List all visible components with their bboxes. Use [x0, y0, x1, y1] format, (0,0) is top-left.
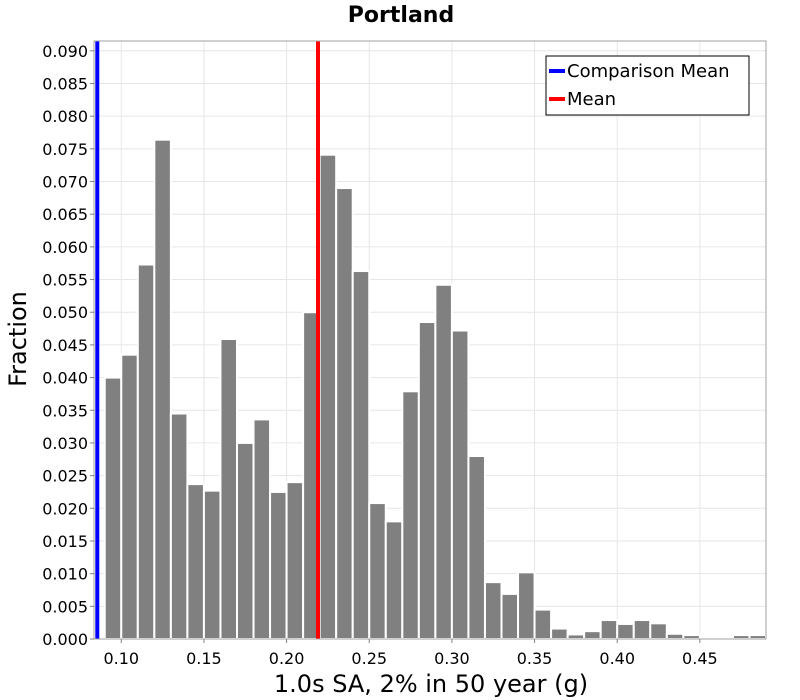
mean-lines [95, 41, 320, 639]
y-tick-label: 0.055 [42, 271, 88, 290]
y-tick-label: 0.010 [42, 565, 88, 584]
histogram-bar [335, 187, 354, 640]
histogram-bar [417, 321, 437, 640]
histogram-bar [136, 263, 156, 640]
y-tick-label: 0.030 [42, 434, 88, 453]
histogram-bar [583, 630, 602, 640]
y-tick-label: 0.035 [42, 401, 88, 420]
histogram-bar [599, 619, 619, 641]
histogram-bar [748, 634, 767, 640]
histogram-bar [153, 138, 172, 640]
legend-label-comparison-mean: Comparison Mean [567, 61, 730, 82]
y-tick-label: 0.015 [42, 532, 88, 551]
x-tick-label: 0.40 [599, 649, 635, 668]
y-axis-ticks: 0.000 0.005 0.010 0.015 0.020 0.025 0.030 0.035… [42, 42, 94, 649]
y-tick-label: 0.070 [42, 173, 88, 192]
y-tick-label: 0.050 [42, 303, 88, 322]
histogram-bar [450, 329, 470, 640]
histogram-bar [318, 153, 338, 641]
histogram-bar [103, 376, 123, 640]
y-tick-label: 0.080 [42, 107, 88, 126]
histogram-bar [384, 520, 404, 640]
histogram-bar [202, 489, 222, 640]
histogram-bar [483, 581, 503, 641]
histogram-bar [550, 627, 569, 640]
histogram-bar [500, 592, 520, 640]
histogram-bar [434, 283, 453, 640]
histogram-bar [285, 481, 305, 641]
x-tick-label: 0.25 [351, 649, 387, 668]
plot-area-border [93, 40, 767, 640]
x-tick-label: 0.35 [517, 649, 553, 668]
histogram-bar [269, 490, 288, 640]
y-tick-label: 0.025 [42, 467, 88, 486]
y-tick-label: 0.060 [42, 238, 88, 257]
y-tick-label: 0.065 [42, 205, 88, 224]
histogram-bar [533, 608, 553, 640]
y-axis-label: Fraction [4, 291, 32, 387]
legend-label-mean: Mean [567, 89, 616, 110]
x-tick-label: 0.15 [186, 649, 222, 668]
histogram-bar [632, 619, 652, 641]
histogram-bar [517, 571, 536, 640]
histogram-bar [665, 632, 685, 641]
histogram-bar [616, 622, 635, 641]
histogram-bar [682, 634, 701, 640]
y-tick-label: 0.040 [42, 369, 88, 388]
histogram-bar [467, 455, 486, 640]
y-tick-label: 0.090 [42, 42, 88, 61]
histogram-bar [351, 270, 371, 640]
x-axis-ticks: 0.10 0.15 0.20 0.25 0.30 0.35 0.40 0.45 [103, 639, 718, 668]
histogram-bar [219, 338, 238, 640]
histogram-bar [566, 633, 586, 640]
legend: Comparison Mean Mean [545, 55, 750, 116]
histogram-bar [120, 353, 139, 640]
histogram-bar [649, 622, 668, 641]
histogram-bar [368, 502, 387, 640]
histogram-bar [401, 390, 420, 641]
histogram-bar [186, 483, 205, 640]
y-tick-label: 0.000 [42, 630, 88, 649]
y-tick-label: 0.075 [42, 140, 88, 159]
x-tick-label: 0.20 [269, 649, 305, 668]
y-tick-label: 0.085 [42, 74, 88, 93]
y-tick-label: 0.045 [42, 336, 88, 355]
y-tick-label: 0.005 [42, 597, 88, 616]
x-tick-label: 0.45 [682, 649, 718, 668]
histogram-bar [731, 634, 751, 640]
x-tick-label: 0.30 [434, 649, 470, 668]
legend-box [545, 55, 750, 116]
x-tick-label: 0.10 [103, 649, 139, 668]
chart-title: Portland [348, 3, 454, 28]
y-tick-label: 0.020 [42, 499, 88, 518]
x-axis-label: 1.0s SA, 2% in 50 year (g) [274, 670, 588, 698]
histogram-bar [169, 412, 189, 640]
histogram-bar [235, 441, 255, 640]
histogram-bar [252, 418, 272, 640]
